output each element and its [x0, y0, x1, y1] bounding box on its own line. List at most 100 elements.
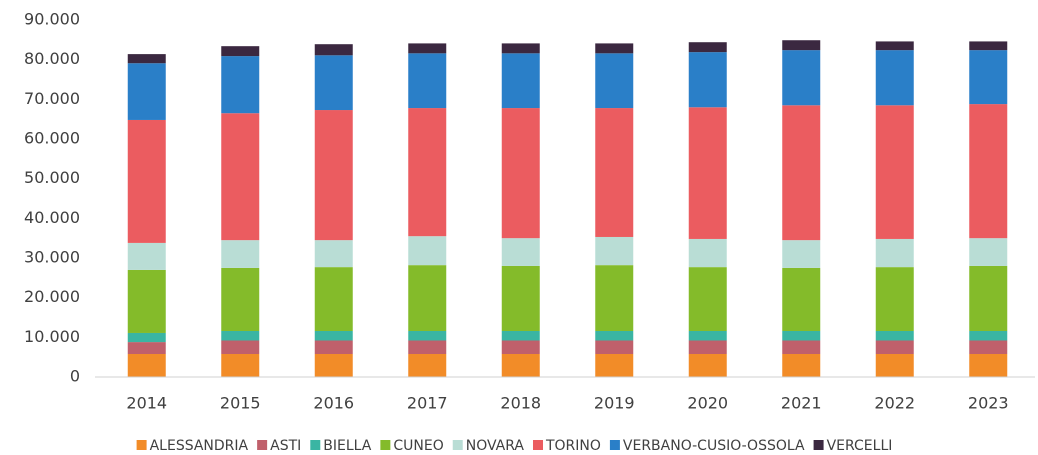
- bar-segment: [688, 267, 727, 331]
- bar-segment: [221, 240, 260, 268]
- bar-segment: [688, 107, 727, 239]
- legend-swatch: [532, 440, 543, 450]
- bar-segment: [875, 105, 914, 239]
- bar-segment: [314, 44, 353, 56]
- bar-segment: [782, 340, 821, 354]
- bar-segment: [688, 340, 727, 354]
- bar-segment: [595, 330, 634, 341]
- y-tick-label: 60.000: [24, 129, 80, 148]
- bar-segment: [501, 353, 540, 377]
- bar-segment: [501, 340, 540, 354]
- bar-segment: [314, 240, 353, 268]
- x-tick-label: 2014: [126, 394, 167, 413]
- legend-label: TORINO: [545, 438, 601, 454]
- bar-segment: [127, 242, 166, 270]
- legend-swatch: [257, 440, 268, 450]
- y-tick-label: 50.000: [24, 168, 80, 187]
- legend-swatch: [380, 440, 391, 450]
- bar-segment: [595, 43, 634, 54]
- bar-segment: [782, 40, 821, 51]
- bar-segment: [501, 238, 540, 266]
- legend-swatch: [609, 440, 620, 450]
- bar-segment: [408, 353, 447, 377]
- bar-segment: [408, 236, 447, 266]
- bar-segment: [595, 353, 634, 377]
- bar-segment: [782, 240, 821, 268]
- x-tick-label: 2019: [594, 394, 635, 413]
- bar-segment: [782, 267, 821, 331]
- y-tick-label: 70.000: [24, 89, 80, 108]
- bar-segment: [408, 53, 447, 109]
- x-tick-label: 2015: [220, 394, 261, 413]
- bar-segment: [127, 54, 166, 64]
- bar-segment: [408, 108, 447, 237]
- bar-segment: [875, 238, 914, 268]
- bar-segment: [969, 353, 1008, 377]
- bar-segment: [127, 119, 166, 243]
- bar-segment: [875, 50, 914, 106]
- bar-segment: [969, 50, 1008, 105]
- bar-segment: [782, 105, 821, 241]
- bar-segment: [688, 330, 727, 341]
- bar-segment: [969, 41, 1008, 51]
- bar-segment: [688, 353, 727, 377]
- bar-segment: [221, 56, 260, 114]
- bar-segment: [314, 267, 353, 331]
- legend-label: ALESSANDRIA: [150, 438, 249, 454]
- y-tick-label: 20.000: [24, 287, 80, 306]
- bar-segment: [408, 43, 447, 54]
- bar-segment: [127, 269, 166, 333]
- x-tick-label: 2020: [687, 394, 728, 413]
- bar-segment: [595, 265, 634, 331]
- bar-segment: [221, 267, 260, 331]
- bar-segment: [595, 108, 634, 237]
- legend-label: CUNEO: [393, 438, 443, 454]
- legend-label: ASTI: [270, 438, 301, 454]
- bar-segment: [501, 265, 540, 331]
- bar-segment: [221, 46, 260, 57]
- bar-segment: [969, 238, 1008, 266]
- bar-segment: [221, 330, 260, 341]
- bar-segment: [501, 330, 540, 341]
- bar-segment: [127, 63, 166, 120]
- x-tick-label: 2021: [781, 394, 822, 413]
- bar-segment: [221, 113, 260, 241]
- bar-segment: [408, 265, 447, 331]
- legend-label: VERBANO-CUSIO-OSSOLA: [623, 438, 805, 454]
- bar-segment: [875, 340, 914, 354]
- bar-segment: [595, 236, 634, 266]
- bar-segment: [314, 110, 353, 241]
- bar-segment: [314, 55, 353, 111]
- bar-segment: [688, 52, 727, 108]
- bar-segment: [688, 42, 727, 53]
- bar-segment: [782, 353, 821, 377]
- legend-swatch: [136, 440, 147, 450]
- bar-segment: [501, 53, 540, 109]
- bar-segment: [501, 43, 540, 54]
- bar-segment: [595, 53, 634, 109]
- bar-segment: [782, 50, 821, 106]
- bar-segment: [314, 340, 353, 354]
- bar-segment: [875, 353, 914, 377]
- bar-segment: [221, 340, 260, 354]
- y-tick-label: 80.000: [24, 49, 80, 68]
- x-tick-label: 2016: [313, 394, 354, 413]
- bar-segment: [501, 108, 540, 239]
- x-tick-label: 2018: [500, 394, 541, 413]
- y-tick-label: 30.000: [24, 248, 80, 267]
- legend-label: NOVARA: [466, 438, 525, 454]
- bar-segment: [595, 340, 634, 354]
- legend-label: BIELLA: [323, 438, 372, 454]
- bar-segment: [127, 342, 166, 354]
- legend-swatch: [310, 440, 321, 450]
- bar-segment: [875, 267, 914, 331]
- legend-swatch: [813, 440, 824, 450]
- bar-segment: [127, 332, 166, 343]
- bar-segment: [408, 340, 447, 354]
- bar-segment: [314, 353, 353, 377]
- x-tick-label: 2022: [874, 394, 915, 413]
- bar-segment: [782, 330, 821, 341]
- y-tick-label: 40.000: [24, 208, 80, 227]
- bar-segment: [314, 330, 353, 341]
